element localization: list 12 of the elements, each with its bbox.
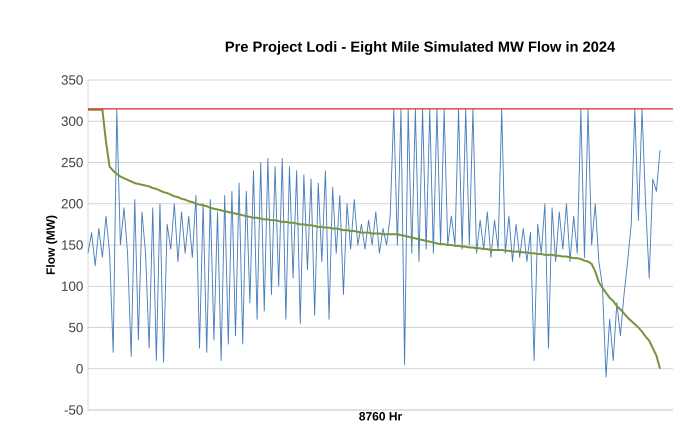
y-tick-label: 50 (69, 322, 83, 332)
y-tick-label: -50 (64, 405, 83, 415)
y-tick-label: 350 (62, 75, 83, 85)
y-tick-label: 200 (62, 199, 83, 208)
y-tick-label: 250 (62, 158, 83, 168)
y-tick-label: 100 (62, 282, 83, 291)
y-tick-label: 300 (62, 116, 83, 126)
chart-title: Pre Project Lodi - Eight Mile Simulated MW Flow in 2024 (226, 41, 616, 55)
y-tick-label: 150 (62, 240, 83, 250)
y-tick-label: 0 (76, 364, 83, 374)
x-axis-title: 8760 Hr (359, 412, 402, 421)
y-axis-title: Flow (MW) (46, 216, 58, 274)
